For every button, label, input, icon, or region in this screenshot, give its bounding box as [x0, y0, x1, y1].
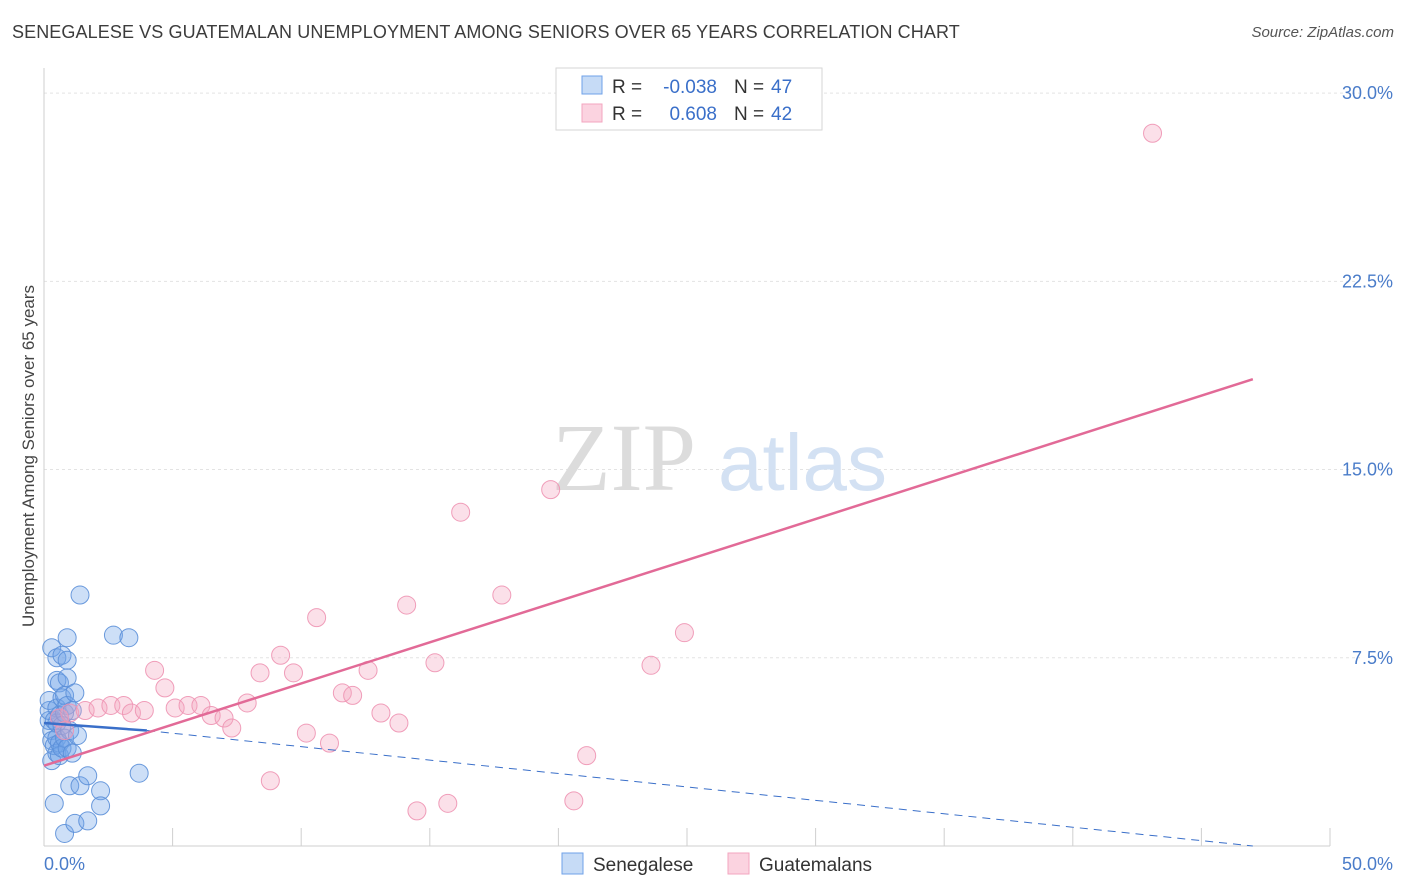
point-senegalese — [57, 668, 77, 688]
point-guatemalans — [438, 793, 458, 813]
watermark-zip: ZIP — [552, 404, 696, 511]
point-senegalese — [42, 638, 62, 658]
watermark-atlas: atlas — [718, 418, 887, 507]
point-senegalese — [65, 683, 85, 703]
y-tick-label: 22.5% — [1342, 271, 1393, 291]
legend-n-value-senegalese: 47 — [771, 77, 792, 98]
point-guatemalans — [641, 655, 661, 675]
y-tick-label: 30.0% — [1342, 83, 1393, 103]
legend-n-label-guatemalans: N = — [734, 104, 764, 125]
point-guatemalans — [371, 703, 391, 723]
point-senegalese — [70, 776, 90, 796]
point-senegalese — [78, 811, 98, 831]
point-guatemalans — [674, 623, 694, 643]
point-guatemalans — [60, 703, 80, 723]
watermark: ZIP atlas — [552, 404, 887, 511]
point-senegalese — [52, 645, 72, 665]
legend-swatch-guatemalans — [581, 103, 603, 123]
point-guatemalans — [541, 480, 561, 500]
point-senegalese — [78, 766, 98, 786]
point-guatemalans — [564, 791, 584, 811]
bottom-legend-label-guatemalans: Guatemalans — [759, 855, 872, 876]
point-senegalese — [57, 628, 77, 648]
y-axis-label: Unemployment Among Seniors over 65 years — [19, 285, 38, 627]
trend-senegalese-dashed — [146, 730, 1253, 847]
point-guatemalans — [49, 708, 69, 728]
point-guatemalans — [425, 653, 445, 673]
point-guatemalans — [222, 718, 242, 738]
y-ticks-layer: 7.5% 15.0% 22.5% 30.0% — [1342, 83, 1393, 668]
legend-box: R = -0.038 N = 47 R = 0.608 N = 42 — [555, 67, 823, 131]
legend-n-label-senegalese: N = — [734, 77, 764, 98]
point-guatemalans — [577, 746, 597, 766]
point-guatemalans — [389, 713, 409, 733]
point-senegalese — [44, 793, 64, 813]
legend-r-label-senegalese: R = — [612, 77, 642, 98]
bottom-legend: Senegalese Guatemalans — [561, 852, 872, 876]
source-label: Source: ZipAtlas.com — [1251, 24, 1394, 41]
points-guatemalans — [49, 123, 1163, 821]
point-guatemalans — [397, 595, 417, 615]
trend-guatemalans — [43, 378, 1254, 767]
point-senegalese — [55, 823, 75, 843]
legend-r-label-guatemalans: R = — [612, 104, 642, 125]
trend-senegalese — [43, 721, 147, 732]
y-tick-label: 7.5% — [1352, 648, 1393, 668]
point-guatemalans — [451, 502, 471, 522]
point-guatemalans — [114, 695, 134, 715]
legend-r-value-guatemalans: 0.608 — [669, 104, 717, 125]
point-senegalese — [91, 796, 111, 816]
point-guatemalans — [134, 700, 154, 720]
point-guatemalans — [145, 660, 165, 680]
chart-title: SENEGALESE VS GUATEMALAN UNEMPLOYMENT AM… — [12, 22, 960, 42]
point-guatemalans — [319, 733, 339, 753]
point-senegalese — [60, 776, 80, 796]
point-guatemalans — [407, 801, 427, 821]
point-guatemalans — [155, 678, 175, 698]
point-senegalese — [91, 781, 111, 801]
points-senegalese — [39, 585, 149, 843]
legend-swatch-senegalese — [581, 75, 603, 95]
point-guatemalans — [1143, 123, 1163, 143]
point-guatemalans — [260, 771, 280, 791]
point-guatemalans — [283, 663, 303, 683]
legend-r-value-senegalese: -0.038 — [663, 77, 717, 98]
point-guatemalans — [492, 585, 512, 605]
point-senegalese — [119, 628, 139, 648]
point-guatemalans — [250, 663, 270, 683]
trend-layer — [43, 378, 1254, 847]
x-ticks-layer: 0.0% 50.0% — [44, 828, 1393, 874]
point-senegalese — [70, 585, 90, 605]
point-guatemalans — [271, 645, 291, 665]
x-tick-label-max: 50.0% — [1342, 854, 1393, 874]
x-tick-label-min: 0.0% — [44, 854, 85, 874]
grid-layer — [44, 92, 1360, 659]
bottom-legend-swatch-guatemalans — [727, 852, 750, 875]
point-guatemalans — [296, 723, 316, 743]
point-senegalese — [57, 650, 77, 670]
bottom-legend-label-senegalese: Senegalese — [593, 855, 693, 876]
point-guatemalans — [307, 608, 327, 628]
point-senegalese — [103, 625, 123, 645]
y-tick-label: 15.0% — [1342, 460, 1393, 480]
legend-n-value-guatemalans: 42 — [771, 104, 792, 125]
point-senegalese — [129, 763, 149, 783]
point-guatemalans — [343, 685, 363, 705]
bottom-legend-swatch-senegalese — [561, 852, 584, 875]
